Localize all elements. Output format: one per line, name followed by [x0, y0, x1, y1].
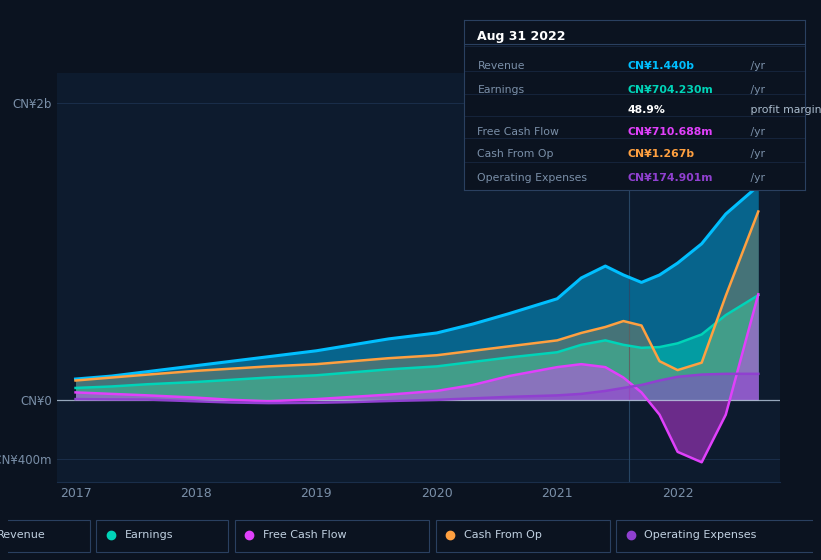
Text: /yr: /yr [746, 174, 764, 183]
Text: profit margin: profit margin [746, 105, 821, 115]
Text: CN¥704.230m: CN¥704.230m [627, 85, 713, 95]
Text: /yr: /yr [746, 150, 764, 160]
Text: CN¥1.440b: CN¥1.440b [627, 60, 695, 71]
Text: Free Cash Flow: Free Cash Flow [263, 530, 346, 540]
Text: CN¥710.688m: CN¥710.688m [627, 127, 713, 137]
Text: Earnings: Earnings [478, 85, 525, 95]
Text: Operating Expenses: Operating Expenses [644, 530, 757, 540]
FancyBboxPatch shape [0, 520, 89, 552]
Text: CN¥1.267b: CN¥1.267b [627, 150, 695, 160]
Text: /yr: /yr [746, 85, 764, 95]
Text: Cash From Op: Cash From Op [464, 530, 542, 540]
Text: Revenue: Revenue [0, 530, 45, 540]
Text: /yr: /yr [746, 60, 764, 71]
FancyBboxPatch shape [235, 520, 429, 552]
Text: /yr: /yr [746, 127, 764, 137]
Text: Operating Expenses: Operating Expenses [478, 174, 588, 183]
Text: CN¥174.901m: CN¥174.901m [627, 174, 713, 183]
Text: Cash From Op: Cash From Op [478, 150, 554, 160]
FancyBboxPatch shape [96, 520, 228, 552]
FancyBboxPatch shape [616, 520, 821, 552]
Text: 48.9%: 48.9% [627, 105, 665, 115]
FancyBboxPatch shape [436, 520, 610, 552]
Text: Free Cash Flow: Free Cash Flow [478, 127, 559, 137]
Text: Revenue: Revenue [478, 60, 525, 71]
Text: Earnings: Earnings [125, 530, 173, 540]
Text: Aug 31 2022: Aug 31 2022 [478, 30, 566, 43]
